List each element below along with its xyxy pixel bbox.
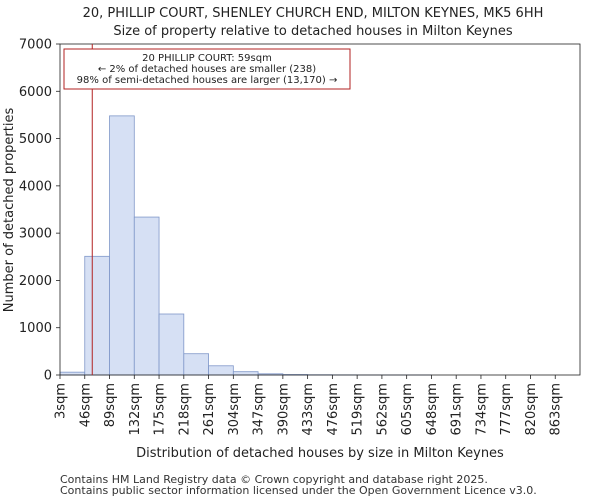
y-tick-label: 4000: [19, 179, 52, 194]
annotation-line-2: ← 2% of detached houses are smaller (238…: [98, 64, 316, 75]
bar-175sqm: [158, 313, 185, 376]
x-axis: 3sqm 46sqm 89sqm 132sqm 175sqm 218sqm 261sqm 30…: [54, 375, 564, 436]
x-tick-label-218sqm: 218sqm: [177, 383, 192, 436]
x-tick-label-433sqm: 433sqm: [301, 383, 316, 436]
bar-218sqm: [183, 353, 209, 376]
y-axis-label: Number of detached properties: [2, 108, 17, 313]
x-tick-label-863sqm: 863sqm: [549, 383, 564, 436]
y-tick-label: 2000: [19, 274, 52, 289]
footer-licence: Contains public sector information licen…: [60, 484, 537, 497]
annotation-line-1: 20 PHILLIP COURT: 59sqm: [142, 53, 272, 64]
chart-title: 20, PHILLIP COURT, SHENLEY CHURCH END, M…: [83, 6, 544, 21]
bar-89sqm: [109, 115, 135, 376]
x-tick-label-304sqm: 304sqm: [227, 383, 242, 436]
bar-3sqm: [59, 371, 86, 376]
plot-area-frame: [59, 43, 581, 376]
x-tick-label-261sqm: 261sqm: [202, 383, 217, 436]
x-tick-label-476sqm: 476sqm: [326, 383, 341, 436]
x-tick-label-132sqm: 132sqm: [128, 383, 143, 436]
x-tick-label-777sqm: 777sqm: [499, 383, 514, 436]
y-tick-label: 6000: [19, 85, 52, 100]
chart-subtitle: Size of property relative to detached ho…: [113, 24, 512, 39]
annotation-border: [63, 48, 351, 90]
bar-46sqm: [84, 255, 110, 376]
y-tick-label: 1000: [19, 321, 52, 336]
footer-copyright: Contains HM Land Registry data © Crown c…: [60, 473, 488, 486]
x-tick-label-519sqm: 519sqm: [351, 383, 366, 436]
x-tick-label-734sqm: 734sqm: [474, 383, 489, 436]
x-tick-label-3sqm: 3sqm: [54, 383, 69, 419]
x-tick-label-390sqm: 390sqm: [276, 383, 291, 436]
bar-261sqm: [208, 365, 234, 376]
y-tick-label: 3000: [19, 227, 52, 242]
x-tick-label-605sqm: 605sqm: [400, 383, 415, 436]
annotation-box: 20 PHILLIP COURT: 59sqm ← 2% of detached…: [63, 48, 351, 90]
bar-132sqm: [133, 216, 160, 376]
x-tick-label-46sqm: 46sqm: [78, 383, 93, 427]
x-tick-label-820sqm: 820sqm: [524, 383, 539, 436]
x-tick-label-562sqm: 562sqm: [375, 383, 390, 436]
y-tick-label: 7000: [19, 38, 52, 53]
y-tick-label: 0: [44, 369, 52, 384]
bar-304sqm: [232, 371, 259, 376]
x-tick-label-347sqm: 347sqm: [252, 383, 267, 436]
y-axis: 0 1000 2000 3000 4000 5000 6000 7000: [19, 38, 60, 384]
bars-layer: [59, 115, 432, 376]
x-axis-label: Distribution of detached houses by size …: [136, 446, 504, 461]
x-tick-label-648sqm: 648sqm: [425, 383, 440, 436]
y-tick-label: 5000: [19, 132, 52, 147]
annotation-line-3: 98% of semi-detached houses are larger (…: [77, 75, 338, 86]
x-tick-label-691sqm: 691sqm: [450, 383, 465, 436]
x-tick-label-175sqm: 175sqm: [153, 383, 168, 436]
x-tick-label-89sqm: 89sqm: [103, 383, 118, 427]
